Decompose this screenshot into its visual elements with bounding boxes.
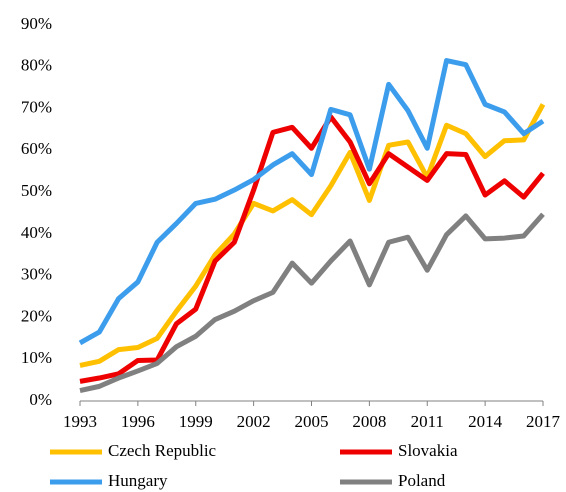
y-tick-label: 80%	[21, 56, 52, 75]
x-tick-label: 2014	[468, 412, 503, 431]
y-tick-label: 90%	[21, 14, 52, 33]
y-tick-label: 70%	[21, 97, 52, 116]
x-tick-label: 1999	[179, 412, 213, 431]
series-line	[78, 58, 545, 346]
x-tick-label: 1993	[63, 412, 97, 431]
y-tick-label: 0%	[29, 390, 52, 409]
y-tick-label: 40%	[21, 223, 52, 242]
y-tick-label: 20%	[21, 306, 52, 325]
legend-label: Hungary	[108, 471, 168, 490]
y-tick-label: 60%	[21, 139, 52, 158]
x-tick-label: 2008	[352, 412, 386, 431]
series-line	[79, 114, 545, 384]
x-tick-label: 1996	[121, 412, 155, 431]
legend-label: Slovakia	[398, 441, 458, 460]
legend-label: Poland	[398, 471, 446, 490]
x-tick-label: 2005	[295, 412, 329, 431]
y-tick-label: 30%	[21, 265, 52, 284]
x-tick-label: 2017	[526, 412, 561, 431]
legend-label: Czech Republic	[108, 441, 217, 460]
series-line	[79, 103, 546, 368]
y-tick-label: 50%	[21, 181, 52, 200]
x-tick-label: 2011	[411, 412, 444, 431]
y-tick-label: 10%	[21, 348, 52, 367]
series-line	[79, 212, 545, 393]
x-tick-label: 2002	[237, 412, 271, 431]
